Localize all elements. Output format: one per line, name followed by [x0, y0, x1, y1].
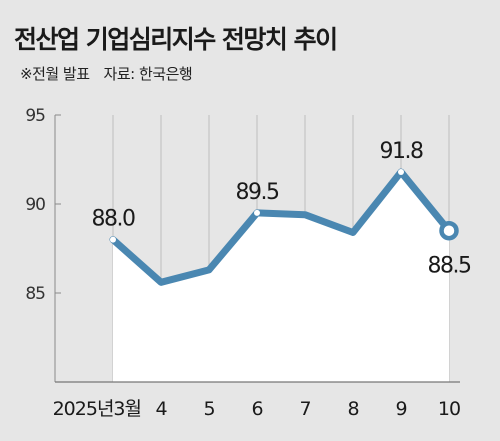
chart-subtitle: ※전월 발표 자료: 한국은행: [20, 63, 193, 84]
x-tick-label: 4: [155, 398, 167, 420]
x-tick-label: 7: [299, 398, 310, 420]
y-tick-label: 90: [25, 195, 45, 215]
x-tick-label: 9: [395, 398, 406, 420]
y-tick-label: 95: [25, 106, 45, 126]
x-tick-label: 2025년3월: [53, 398, 141, 420]
y-tick-label: 85: [25, 284, 45, 304]
data-label: 89.5: [236, 180, 279, 205]
series-line: [109, 168, 453, 286]
area-fill: [113, 172, 449, 382]
chart-title: 전산업 기업심리지수 전망치 추이: [14, 25, 338, 54]
data-label: 88.0: [92, 207, 135, 232]
x-tick-label: 5: [203, 398, 214, 420]
x-tick-label: 10: [438, 398, 460, 420]
data-label: 91.8: [380, 139, 423, 164]
source-note: 자료: 한국은행: [103, 65, 193, 83]
point-marker: [398, 168, 404, 175]
point-marker: [110, 236, 116, 243]
data-label: 88.5: [428, 254, 471, 279]
point-marker: [254, 209, 260, 216]
data-labels: 88.0 89.5 91.8 88.5: [92, 139, 473, 279]
x-tick-label: 8: [347, 398, 358, 420]
axes: [54, 115, 460, 383]
x-tick-labels: 2025년3월 4 5 6 7 8 9 10: [53, 398, 462, 420]
end-point-marker: [439, 220, 459, 241]
release-note: ※전월 발표: [20, 65, 90, 83]
data-points: [110, 168, 459, 243]
y-tick-labels: 85 90 95: [25, 106, 61, 304]
x-tick-label: 6: [251, 398, 262, 420]
